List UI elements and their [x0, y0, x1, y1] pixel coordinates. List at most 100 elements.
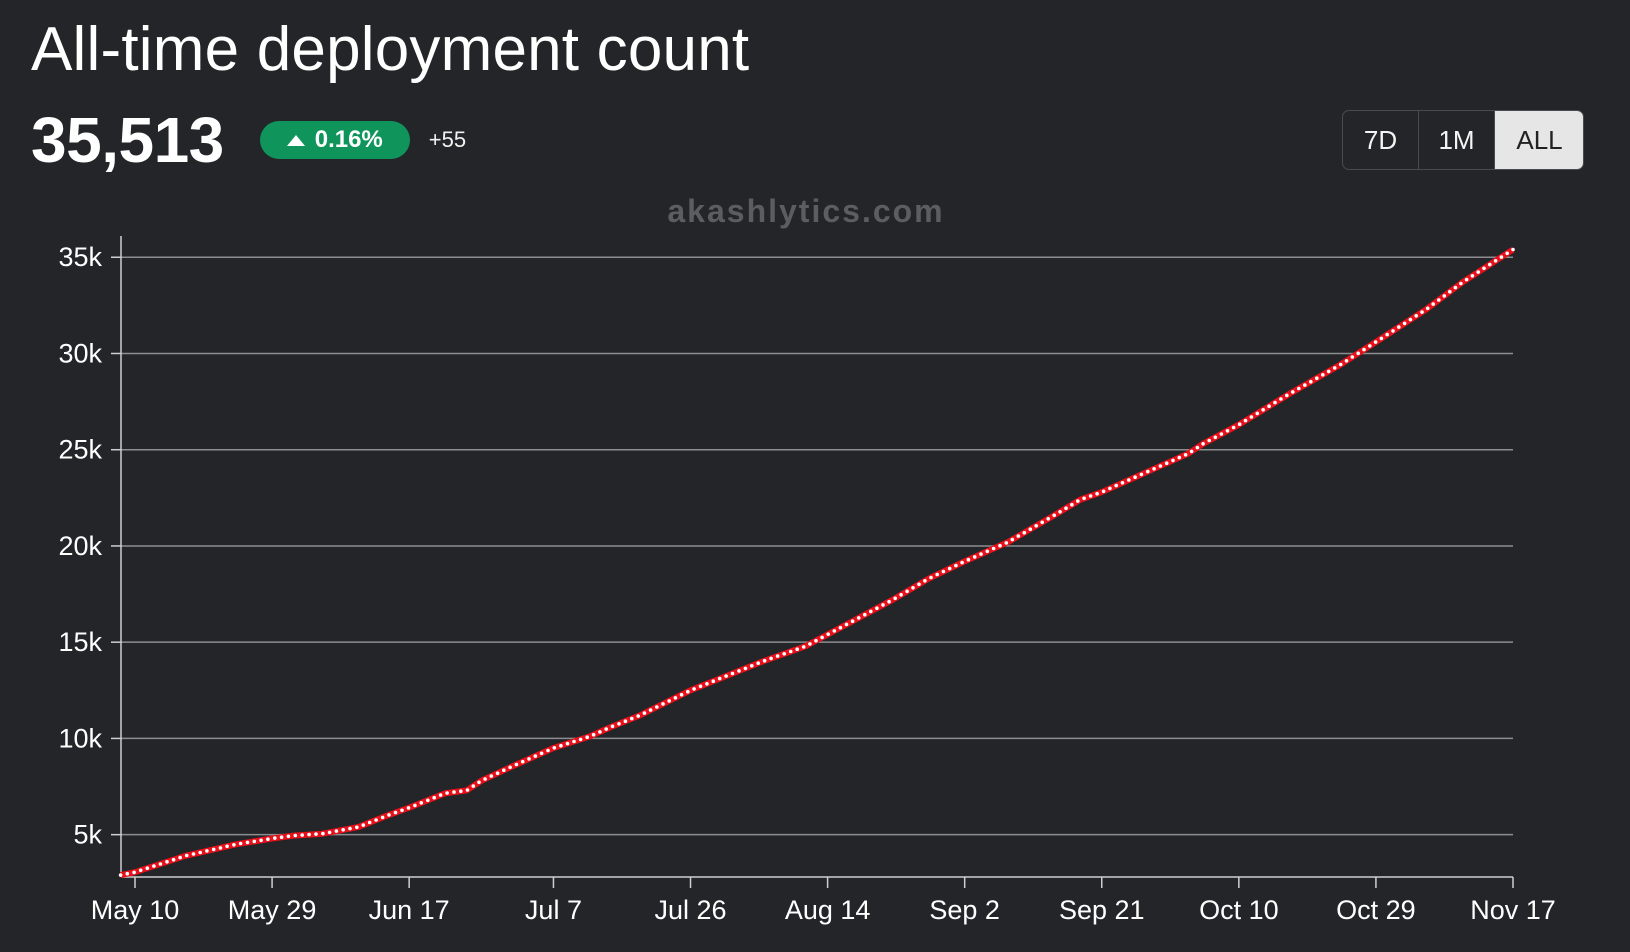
- data-point: [413, 803, 417, 808]
- data-point: [1267, 404, 1271, 409]
- data-point: [1177, 455, 1182, 460]
- data-point: [979, 552, 983, 556]
- data-point: [502, 768, 506, 772]
- data-point: [1082, 496, 1086, 501]
- data-point: [495, 771, 500, 775]
- range-button-1m[interactable]: 1M: [1419, 111, 1495, 169]
- data-point: [118, 873, 123, 877]
- data-point: [1431, 302, 1435, 306]
- data-point: [1470, 274, 1475, 278]
- data-point: [341, 828, 346, 832]
- data-point: [1397, 325, 1401, 329]
- data-point: [769, 656, 773, 661]
- data-point: [591, 732, 596, 737]
- data-point: [533, 754, 538, 758]
- data-point: [1219, 432, 1224, 436]
- data-point: [905, 589, 909, 594]
- data-point: [314, 832, 318, 836]
- change-percent-badge: 0.16%: [259, 121, 410, 159]
- data-point: [935, 572, 939, 577]
- data-point: [1133, 475, 1137, 480]
- data-point: [1391, 329, 1395, 333]
- data-point: [527, 757, 531, 761]
- y-tick-label: 25k: [58, 435, 102, 465]
- data-point: [367, 820, 372, 825]
- data-point: [585, 735, 589, 739]
- data-point: [393, 810, 398, 815]
- data-point: [1028, 527, 1033, 531]
- data-point: [419, 801, 424, 805]
- x-tick-label: Jul 7: [525, 895, 582, 925]
- y-tick-label: 5k: [73, 820, 102, 850]
- data-point: [1101, 489, 1106, 494]
- data-point: [801, 645, 806, 649]
- data-point: [917, 582, 921, 587]
- data-point: [617, 722, 621, 726]
- data-point: [1442, 294, 1447, 298]
- data-point: [743, 666, 748, 671]
- data-point: [1279, 397, 1283, 401]
- data-point: [293, 833, 298, 838]
- data-point: [432, 795, 437, 800]
- change-delta-value: +55: [428, 127, 467, 152]
- data-point: [947, 566, 952, 571]
- data-point: [705, 682, 709, 686]
- series-line: [119, 247, 1515, 879]
- data-point: [483, 777, 487, 781]
- data-point: [238, 841, 243, 846]
- data-point: [266, 837, 270, 841]
- data-point: [158, 862, 163, 866]
- data-point: [1139, 472, 1144, 477]
- data-point: [171, 857, 176, 862]
- data-point: [1309, 379, 1313, 384]
- data-point: [184, 853, 189, 858]
- data-point: [1315, 376, 1319, 381]
- data-point: [1350, 355, 1355, 359]
- data-point: [191, 852, 196, 856]
- data-point: [471, 784, 476, 788]
- data-point: [1297, 386, 1301, 391]
- data-point: [604, 727, 608, 731]
- data-point: [717, 676, 722, 681]
- data-point: [1146, 469, 1150, 474]
- range-button-all[interactable]: ALL: [1495, 111, 1583, 169]
- data-point: [380, 815, 385, 820]
- data-point: [954, 563, 958, 568]
- data-point: [1488, 262, 1492, 267]
- data-point: [875, 606, 879, 610]
- data-series: [118, 247, 1515, 879]
- data-point: [1158, 464, 1163, 468]
- data-point: [552, 746, 557, 750]
- data-point: [1332, 366, 1337, 370]
- data-point: [1459, 281, 1463, 286]
- data-point: [1040, 520, 1044, 525]
- x-tick-label: May 29: [228, 895, 317, 925]
- data-point: [300, 833, 305, 837]
- data-point: [1505, 251, 1509, 256]
- data-point: [782, 652, 786, 656]
- x-tick-label: Aug 14: [785, 895, 871, 925]
- stats-row: 35,513 0.16% +55: [31, 104, 466, 176]
- x-tick-label: Jul 26: [654, 895, 726, 925]
- data-point: [636, 714, 640, 718]
- data-point: [686, 689, 690, 694]
- x-tick-label: May 10: [91, 895, 180, 925]
- data-point: [1052, 513, 1056, 518]
- data-point: [1064, 506, 1068, 511]
- data-point: [1408, 317, 1413, 322]
- data-point: [762, 658, 767, 663]
- data-point: [642, 711, 647, 715]
- data-point: [152, 864, 156, 868]
- data-point: [232, 843, 236, 847]
- data-point: [1321, 373, 1325, 377]
- data-point: [692, 687, 696, 691]
- range-button-7d[interactable]: 7D: [1343, 111, 1419, 169]
- data-point: [125, 871, 130, 876]
- data-point: [998, 543, 1002, 548]
- data-point: [1326, 369, 1331, 374]
- data-point: [477, 780, 481, 785]
- data-point: [850, 619, 855, 623]
- data-point: [1303, 383, 1307, 387]
- data-point: [1127, 478, 1131, 482]
- data-point: [286, 834, 291, 839]
